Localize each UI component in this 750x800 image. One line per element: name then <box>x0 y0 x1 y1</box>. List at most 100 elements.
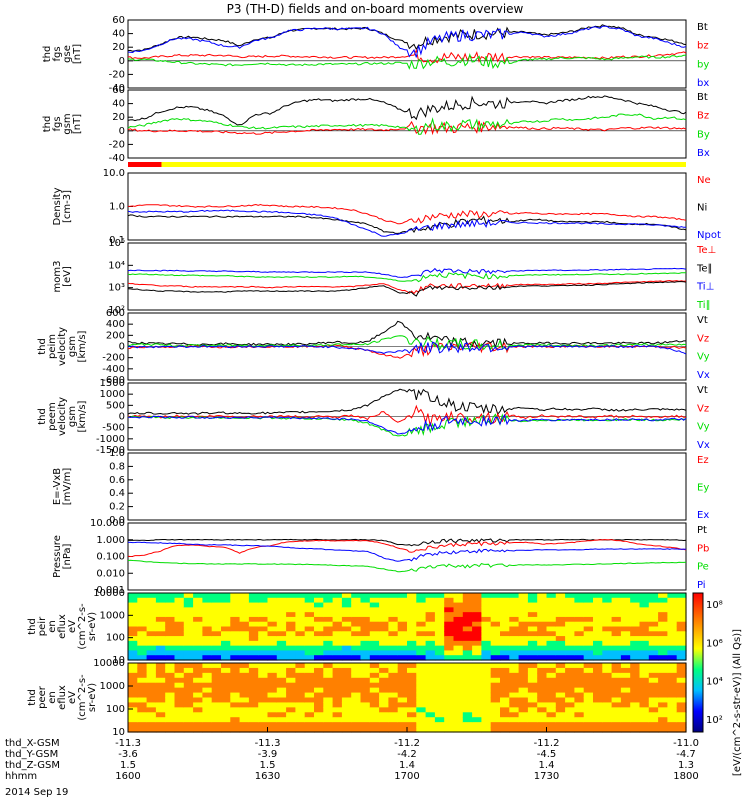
heat-cell <box>416 631 427 637</box>
heat-cell <box>304 687 315 694</box>
heat-cell <box>304 702 315 708</box>
heat-cell <box>211 640 222 647</box>
heat-cell <box>407 616 417 623</box>
heat-cell <box>137 593 148 599</box>
heat-cell <box>565 607 575 613</box>
heat-cell <box>360 640 371 647</box>
series-line-bx <box>127 25 687 58</box>
heat-cell <box>425 621 436 628</box>
heat-cell <box>165 602 176 608</box>
heat-cell <box>221 672 231 679</box>
heat-cell <box>602 707 613 713</box>
heat-cell <box>658 692 668 699</box>
heat-cell <box>481 645 492 652</box>
heat-cell <box>341 631 352 637</box>
heat-cell <box>490 667 501 674</box>
heat-cell <box>360 672 371 679</box>
heat-cell <box>258 717 269 723</box>
heat-cell <box>425 727 436 733</box>
heat-cell <box>304 692 315 699</box>
heat-cell <box>676 631 687 637</box>
heat-cell <box>537 687 548 694</box>
heat-cell <box>555 697 566 704</box>
series-line-Bt <box>127 24 687 52</box>
heat-cell <box>648 682 659 689</box>
heat-cell <box>472 722 482 728</box>
heat-cell <box>658 717 668 723</box>
heat-cell <box>416 682 427 689</box>
heat-cell <box>388 621 399 628</box>
heat-cell <box>137 626 148 632</box>
heat-cell <box>658 707 668 713</box>
heat-cell <box>537 692 548 699</box>
heat-cell <box>667 722 678 728</box>
heat-cell <box>183 645 194 652</box>
heat-cell <box>602 650 613 656</box>
heat-cell <box>639 712 650 718</box>
heat-cell <box>248 687 259 694</box>
heat-cell <box>314 682 324 689</box>
heat-cell <box>630 727 641 733</box>
heat-cell <box>583 692 594 699</box>
heat-cell <box>407 597 417 604</box>
heat-cell <box>128 597 138 604</box>
heat-cell <box>314 626 324 632</box>
heat-cell <box>221 607 231 613</box>
heat-cell <box>453 663 464 669</box>
heat-cell <box>323 597 334 604</box>
legend-label: Vx <box>697 440 710 451</box>
heat-cell <box>202 727 213 733</box>
heat-cell <box>267 722 278 728</box>
heat-cell <box>518 727 529 733</box>
y-axis-label: fgs <box>52 116 63 131</box>
heat-cell <box>583 702 594 708</box>
heat-cell <box>593 663 603 669</box>
heat-cell <box>407 682 417 689</box>
heat-cell <box>434 702 445 708</box>
heat-cell <box>239 616 250 623</box>
heat-cell <box>202 692 213 699</box>
heat-cell <box>304 640 315 647</box>
heat-cell <box>593 612 603 618</box>
heat-cell <box>444 597 455 604</box>
heat-cell <box>518 672 529 679</box>
heat-cell <box>444 682 455 689</box>
heat-cell <box>602 602 613 608</box>
heat-cell <box>583 621 594 628</box>
heat-cell <box>546 597 557 604</box>
heat-cell <box>183 672 194 679</box>
heat-cell <box>128 727 138 733</box>
heat-cell <box>490 621 501 628</box>
heat-cell <box>304 682 315 689</box>
heat-cell <box>462 616 473 623</box>
heat-cell <box>379 593 389 599</box>
heat-cell <box>146 607 157 613</box>
heat-cell <box>397 687 408 694</box>
heat-cell <box>128 663 138 669</box>
heat-cell <box>360 593 371 599</box>
heat-cell <box>174 663 185 669</box>
y-tick-label: 0.001 <box>96 585 125 596</box>
heat-cell <box>388 707 399 713</box>
heat-cell <box>248 645 259 652</box>
heat-cell <box>258 616 269 623</box>
heat-cell <box>379 636 389 642</box>
legend-label: Ez <box>697 455 709 466</box>
y-axis-label-group: thd fgs gsm [nT] <box>42 113 83 134</box>
heat-cell <box>676 702 687 708</box>
heat-cell <box>509 687 520 694</box>
heat-cell <box>193 621 203 628</box>
heat-cell <box>351 692 362 699</box>
heat-cell <box>658 631 668 637</box>
heat-cell <box>565 597 575 604</box>
heat-cell <box>425 692 436 699</box>
heat-cell <box>667 672 678 679</box>
heat-cell <box>379 607 389 613</box>
heat-cell <box>583 687 594 694</box>
heat-cell <box>648 727 659 733</box>
heat-cell <box>500 677 510 684</box>
heat-cell <box>555 727 566 733</box>
heat-cell <box>555 631 566 637</box>
heat-cell <box>323 655 334 661</box>
heat-cell <box>509 645 520 652</box>
